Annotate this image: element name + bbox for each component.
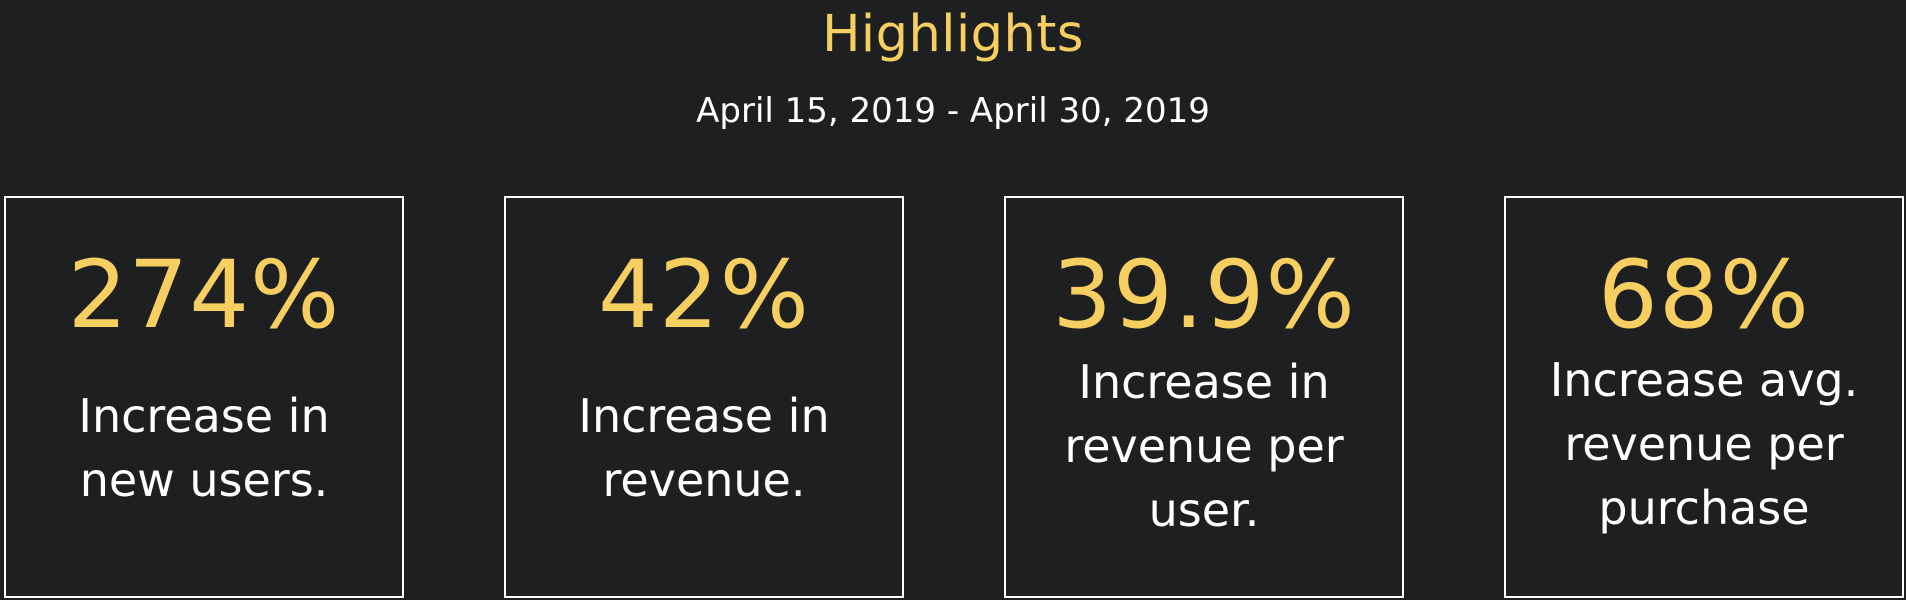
metric-label-line: purchase (1598, 481, 1810, 535)
metric-label: Increase avg. revenue per purchase (1506, 348, 1902, 540)
metric-label-line: revenue. (602, 453, 806, 507)
highlight-card-new-users: 274% Increase in new users. (4, 196, 404, 598)
metric-value: 42% (598, 241, 810, 350)
date-range: April 15, 2019 - April 30, 2019 (696, 91, 1210, 131)
metric-label-line: revenue per (1564, 417, 1844, 471)
metric-label-line: Increase in (578, 389, 830, 443)
metric-label-line: Increase avg. (1549, 353, 1859, 407)
metric-value: 274% (67, 241, 341, 350)
metric-label: Increase in new users. (6, 384, 402, 512)
metric-label-line: Increase in (1078, 355, 1330, 409)
metric-label-line: Increase in (78, 389, 330, 443)
page-title: Highlights (822, 5, 1084, 64)
metric-value: 39.9% (1052, 241, 1356, 350)
metric-label-line: revenue per (1064, 419, 1344, 473)
metric-label-line: user. (1148, 483, 1260, 537)
metric-label: Increase in revenue. (506, 384, 902, 512)
metric-label: Increase in revenue per user. (1006, 350, 1402, 542)
highlight-card-revenue-per-user: 39.9% Increase in revenue per user. (1004, 196, 1404, 598)
highlight-card-revenue: 42% Increase in revenue. (504, 196, 904, 598)
highlight-card-avg-revenue-per-purchase: 68% Increase avg. revenue per purchase (1504, 196, 1904, 598)
metric-value: 68% (1598, 241, 1810, 350)
metric-label-line: new users. (79, 453, 329, 507)
